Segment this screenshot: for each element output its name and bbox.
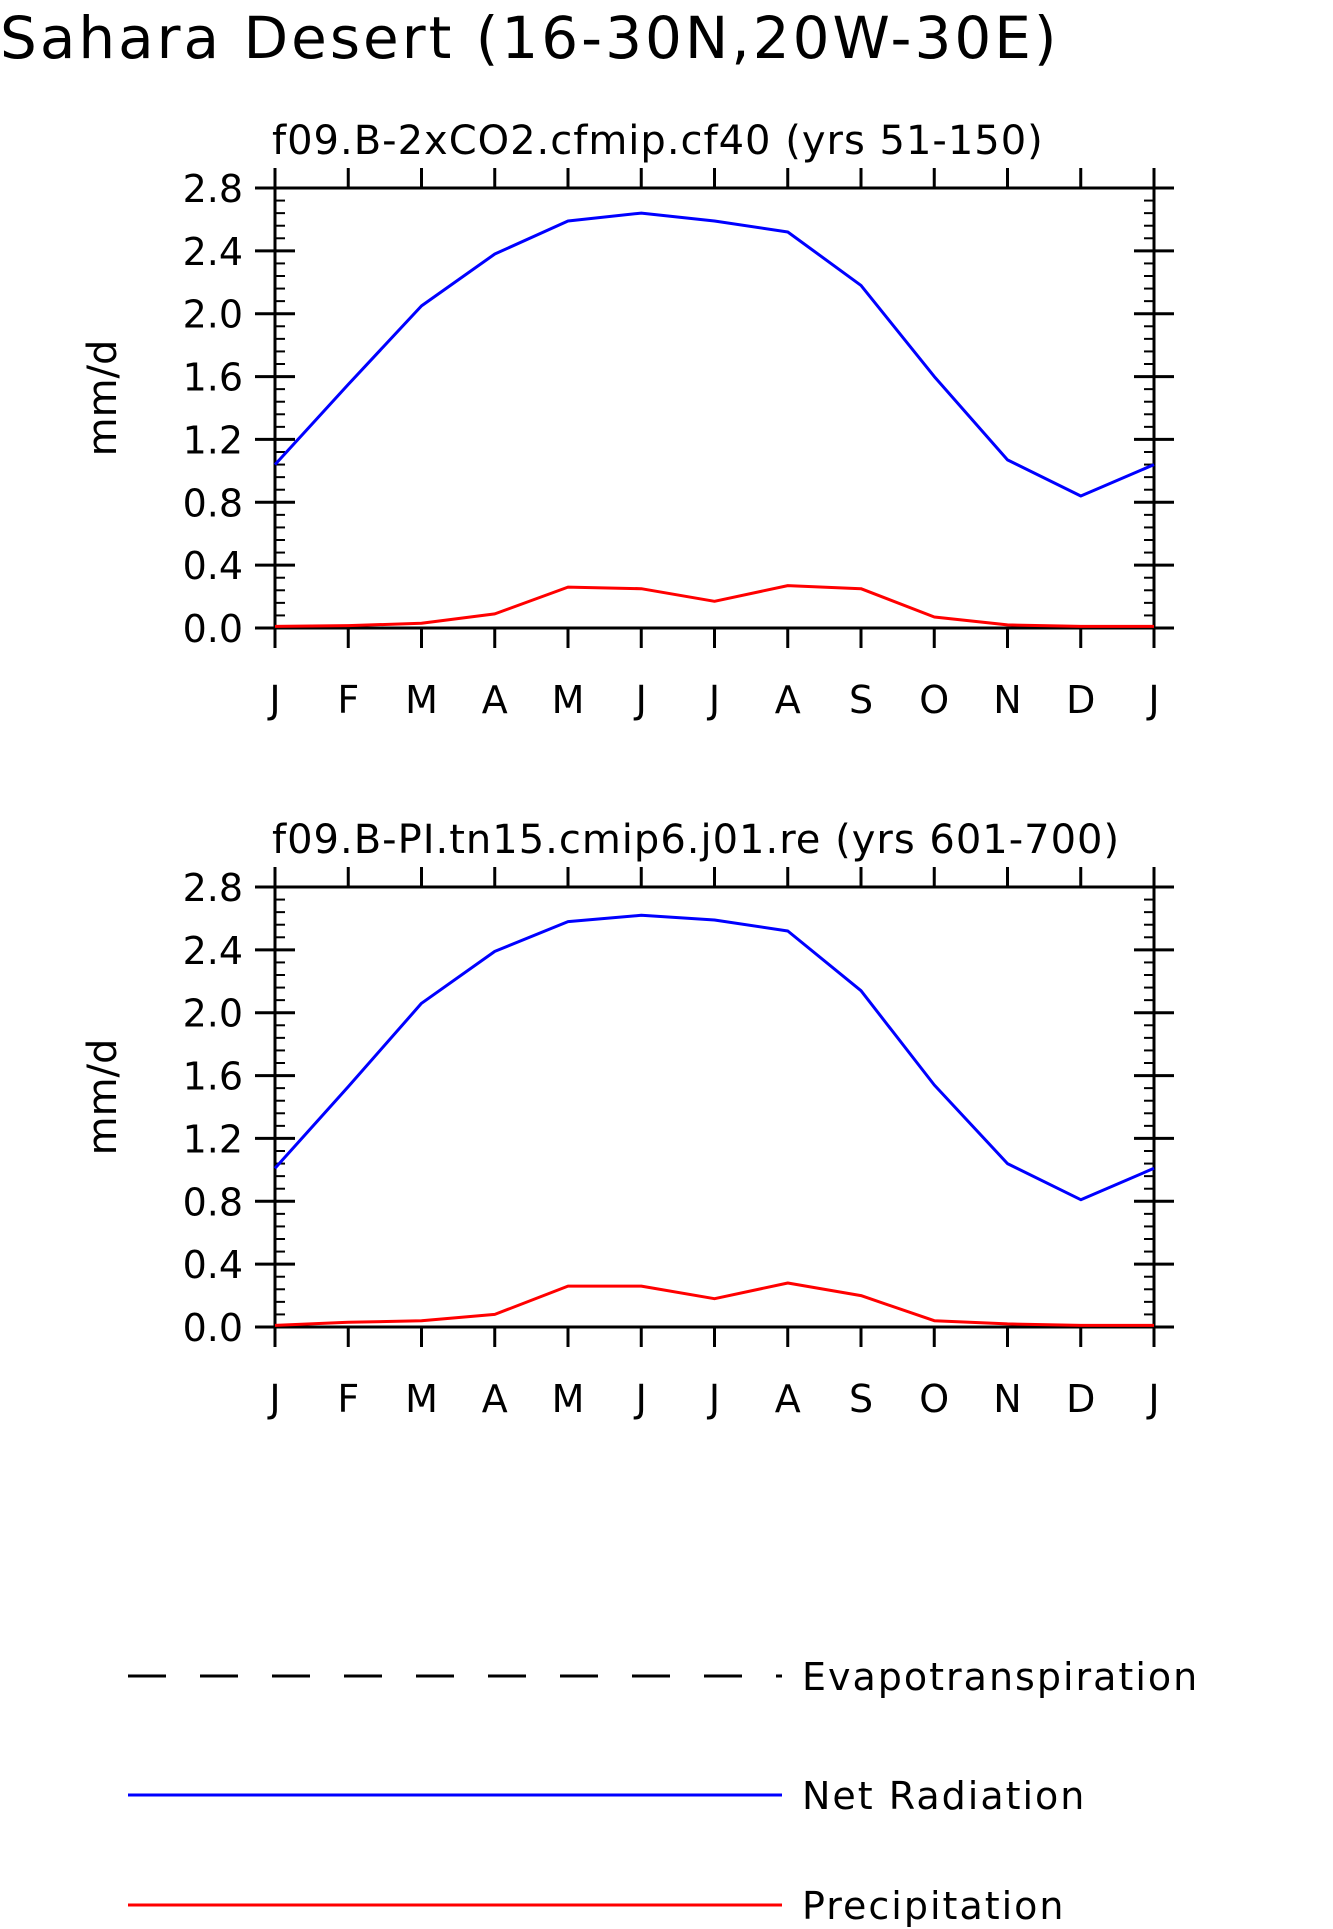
x-tick-label: A — [775, 678, 801, 722]
x-tick-label: A — [482, 678, 508, 722]
series-layer — [273, 913, 1155, 1327]
y-tick-label: 2.0 — [183, 293, 243, 337]
x-tick-label: S — [849, 1377, 873, 1421]
x-tick-label: F — [337, 678, 359, 722]
series-line-net-radiation — [273, 211, 1155, 498]
x-tick-label: N — [993, 678, 1021, 722]
x-tick-label: J — [267, 678, 280, 722]
x-tick-label: D — [1066, 678, 1095, 722]
y-tick-label: 2.4 — [183, 929, 243, 973]
x-tick-label: A — [775, 1377, 801, 1421]
y-tick-label: 2.8 — [183, 167, 243, 211]
legend: Evapotranspiration Net Radiation Precipi… — [128, 1655, 1199, 1928]
x-tick-label: J — [1146, 1377, 1159, 1421]
y-tick-label: 0.0 — [183, 607, 243, 651]
legend-label: Evapotranspiration — [802, 1655, 1199, 1699]
x-tick-label: J — [634, 1377, 647, 1421]
x-tick-label: M — [405, 678, 438, 722]
plot-frame — [273, 186, 1156, 630]
x-tick-label: J — [707, 1377, 720, 1421]
y-tick-label: 2.0 — [183, 992, 243, 1036]
y-axis-label: mm/d — [80, 1039, 126, 1156]
x-tick-label: S — [849, 678, 873, 722]
x-tick-label: D — [1066, 1377, 1095, 1421]
series-line-net-radiation — [273, 913, 1155, 1202]
plot-frame — [273, 885, 1156, 1329]
series-line-precipitation — [274, 584, 1154, 628]
panel-title: f09.B-2xCO2.cfmip.cf40 (yrs 51-150) — [272, 118, 1044, 164]
x-tick-label: O — [919, 1377, 949, 1421]
x-tick-label: A — [482, 1377, 508, 1421]
y-tick-label: 0.4 — [183, 544, 243, 588]
x-tick-label: J — [1146, 678, 1159, 722]
main-title: Sahara Desert (16-30N,20W-30E) — [0, 4, 1060, 72]
x-tick-label: F — [337, 1377, 359, 1421]
y-axis-label: mm/d — [80, 340, 126, 457]
legend-entry-evapotranspiration: Evapotranspiration — [128, 1655, 1199, 1699]
y-tick-label: 1.6 — [183, 356, 243, 400]
x-tick-label: J — [634, 678, 647, 722]
y-tick-label: 0.4 — [183, 1243, 243, 1287]
legend-entry-precipitation: Precipitation — [128, 1884, 1066, 1928]
y-tick-label: 1.2 — [183, 1117, 243, 1161]
y-tick-label: 2.8 — [183, 866, 243, 910]
y-tick-label: 1.6 — [183, 1055, 243, 1099]
x-tick-label: N — [993, 1377, 1021, 1421]
y-tick-label: 2.4 — [183, 230, 243, 274]
y-tick-label: 1.2 — [183, 418, 243, 462]
y-tick-label: 0.8 — [183, 481, 243, 525]
y-tick-label: 0.0 — [183, 1306, 243, 1350]
axes: J F M A M J J A S O N D J0.00.40.81.21.62.02.42.8 — [183, 167, 1174, 722]
axes: J F M A M J J A S O N D J0.00.40.81.21.62.02.42.8 — [183, 866, 1174, 1421]
legend-label: Net Radiation — [802, 1774, 1086, 1818]
x-tick-label: M — [552, 1377, 585, 1421]
series-line-precipitation — [274, 1281, 1154, 1327]
legend-label: Precipitation — [802, 1884, 1066, 1928]
panel-2xco2: f09.B-2xCO2.cfmip.cf40 (yrs 51-150) mm/d… — [80, 118, 1174, 722]
x-tick-label: J — [707, 678, 720, 722]
x-tick-label: O — [919, 678, 949, 722]
x-tick-label: J — [267, 1377, 280, 1421]
series-layer — [273, 211, 1155, 628]
y-tick-label: 0.8 — [183, 1180, 243, 1224]
x-tick-label: M — [405, 1377, 438, 1421]
x-tick-label: M — [552, 678, 585, 722]
panel-pi: f09.B-PI.tn15.cmip6.j01.re (yrs 601-700)… — [80, 817, 1174, 1421]
panel-title: f09.B-PI.tn15.cmip6.j01.re (yrs 601-700) — [272, 817, 1120, 863]
legend-entry-net-radiation: Net Radiation — [128, 1774, 1086, 1818]
